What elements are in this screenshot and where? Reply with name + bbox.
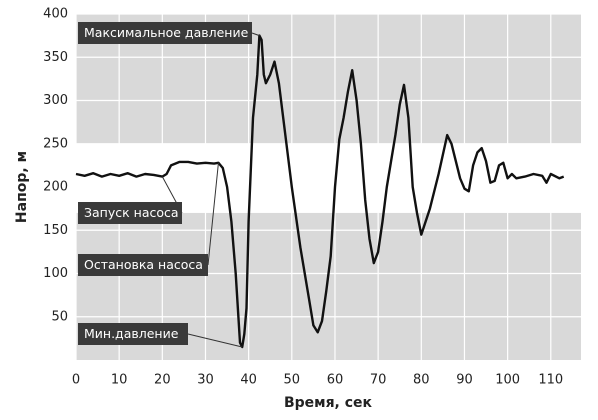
x-tick-label: 80 [413, 373, 430, 388]
annotation-box [78, 323, 188, 345]
annotation-leader [207, 162, 219, 266]
y-tick-label: 200 [43, 180, 68, 195]
x-tick-label: 30 [197, 373, 214, 388]
annotation-box [78, 254, 208, 276]
x-tick-label: 50 [284, 373, 301, 388]
x-tick-label: 110 [538, 373, 563, 388]
x-tick-label: 100 [495, 373, 520, 388]
annotation-leader [187, 333, 243, 348]
x-tick-label: 70 [370, 373, 387, 388]
y-tick-label: 250 [43, 136, 68, 151]
y-tick-label: 50 [51, 309, 68, 324]
x-tick-label: 20 [154, 373, 171, 388]
x-tick-label: 60 [327, 373, 344, 388]
x-tick-label: 10 [111, 373, 128, 388]
x-tick-label: 0 [72, 373, 80, 388]
annotation-box [78, 202, 182, 224]
annotation-label: Остановка насоса [84, 257, 203, 272]
annotation-leader [251, 32, 260, 37]
annotation-label: Максимальное давление [84, 25, 249, 40]
y-axis-title: Напор, м [14, 151, 30, 223]
y-tick-label: 100 [43, 266, 68, 281]
x-tick-label: 40 [240, 373, 257, 388]
x-tick-label: 90 [456, 373, 473, 388]
annotation-label: Мин.давление [84, 326, 179, 341]
x-axis-title: Время, сек [284, 395, 373, 411]
annotation-box [78, 22, 252, 44]
y-tick-label: 400 [43, 7, 68, 22]
y-tick-label: 350 [43, 50, 68, 65]
annotation-label: Запуск насоса [84, 205, 179, 220]
y-tick-label: 150 [43, 223, 68, 238]
data-line [75, 34, 565, 349]
y-tick-label: 300 [43, 93, 68, 108]
